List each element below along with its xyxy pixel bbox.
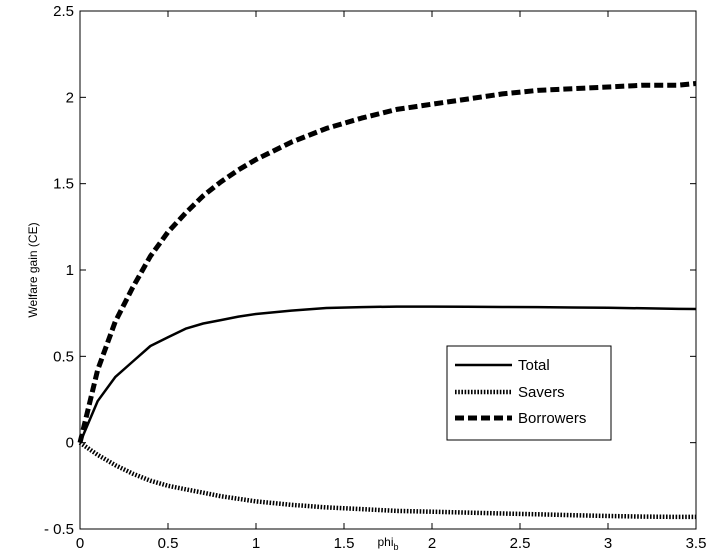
series-line-borrowers xyxy=(77,81,697,444)
x-tick-label: 3.5 xyxy=(686,535,707,550)
legend-label-total: Total xyxy=(518,357,550,374)
series-line-total xyxy=(78,305,697,444)
y-tick-label: 2 xyxy=(66,89,74,106)
series-line-savers xyxy=(78,440,696,520)
legend-label-savers: Savers xyxy=(518,384,565,401)
y-tick-label: 0.5 xyxy=(53,348,74,365)
x-tick-label: 0.5 xyxy=(158,535,179,550)
y-axis-label: Welfare gain (CE) xyxy=(26,222,40,317)
y-tick-label: 2.5 xyxy=(53,3,74,20)
y-tick-label: 1 xyxy=(66,262,74,279)
x-tick-label: 0 xyxy=(76,535,84,550)
x-tick-label: 2 xyxy=(428,535,436,550)
legend: Total Savers Borrowers xyxy=(446,345,612,441)
y-tick-label: 0 xyxy=(66,435,74,452)
legend-label-borrowers: Borrowers xyxy=(518,410,586,427)
axis-ticks: 0 0.5 1 1.5 2 2.5 3 3.5- 0.500.511.522.5 xyxy=(44,3,706,550)
y-tick-label: - 0.5 xyxy=(44,521,74,538)
x-tick-label: 3 xyxy=(604,535,612,550)
plot-area xyxy=(79,10,697,530)
y-tick-label: 1.5 xyxy=(53,176,74,193)
x-axis-label-main: phi xyxy=(377,535,393,549)
x-axis-label: phib xyxy=(377,535,398,550)
series-layer xyxy=(77,81,697,520)
x-tick-label: 1.5 xyxy=(334,535,355,550)
x-tick-label: 2.5 xyxy=(510,535,531,550)
x-tick-label: 1 xyxy=(252,535,260,550)
x-axis-label-subscript: b xyxy=(394,542,399,550)
